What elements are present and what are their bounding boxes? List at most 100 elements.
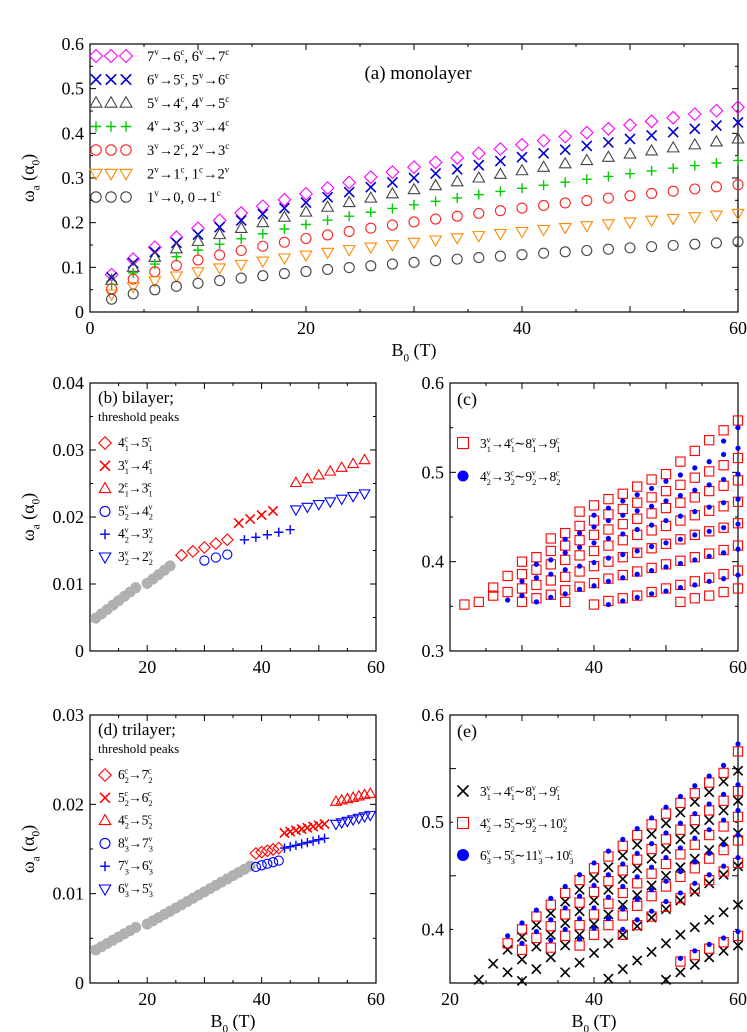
data-points: [459, 415, 744, 610]
data-point: [649, 503, 655, 509]
panel-subtitle: threshold peaks: [98, 409, 179, 424]
data-point: [675, 824, 686, 835]
data-point: [214, 239, 225, 250]
data-point: [428, 155, 443, 170]
data-point: [663, 478, 669, 484]
data-point: [574, 884, 585, 895]
data-point: [721, 935, 727, 941]
data-points: [90, 786, 377, 956]
data-point: [126, 252, 141, 267]
data-point: [580, 221, 594, 233]
panel-c: 40 60 0.3 0.4 0.5 0.6 (c) 31v​→41c​∼81v​→91c​ 42…: [422, 373, 747, 677]
data-point: [149, 284, 161, 296]
data-point: [588, 886, 600, 898]
data-point: [602, 243, 614, 255]
data-point: [516, 202, 528, 214]
data-point: [588, 500, 600, 511]
data-point: [646, 828, 657, 840]
data-point: [277, 210, 292, 222]
data-point: [603, 884, 614, 895]
data-point: [718, 821, 729, 832]
panel-title: (d) trilayer;: [98, 720, 176, 739]
data-point: [660, 834, 672, 845]
data-point: [234, 259, 248, 272]
data-point: [577, 530, 583, 536]
data-point: [365, 207, 376, 218]
data-point: [538, 147, 550, 159]
legend-label: 32v​→22v​: [118, 548, 153, 567]
data-point: [562, 550, 568, 556]
data-point: [277, 192, 292, 207]
legend-label: 73v​→63v​: [118, 858, 153, 877]
data-point: [646, 868, 657, 879]
data-point: [692, 859, 698, 865]
data-point: [732, 765, 744, 776]
data-point: [689, 492, 700, 503]
data-point: [358, 489, 371, 501]
data-point: [428, 178, 443, 191]
data-point: [692, 948, 698, 954]
data-point: [706, 528, 712, 534]
data-point: [706, 872, 712, 878]
data-point: [459, 599, 470, 610]
y-tick-label: 0.2: [62, 213, 85, 233]
data-point: [649, 543, 655, 550]
data-point: [285, 525, 295, 535]
data-point: [617, 963, 628, 975]
data-point: [560, 917, 571, 929]
data-point: [603, 493, 614, 505]
legend-marker: [99, 837, 111, 849]
data-point: [718, 586, 729, 598]
data-point: [127, 273, 139, 285]
legend-marker: [88, 48, 104, 64]
legend-marker: [98, 813, 112, 826]
data-point: [588, 918, 600, 930]
data-point: [732, 795, 744, 806]
legend-label: 63v​→53v​: [118, 880, 153, 899]
legend-label: 62c​→72c​: [118, 766, 153, 785]
data-point: [660, 502, 672, 514]
data-point: [289, 505, 303, 517]
x-tick-label: 40: [253, 989, 271, 1009]
data-point: [322, 263, 334, 276]
data-point: [560, 909, 571, 920]
data-point: [515, 163, 529, 176]
data-point: [257, 228, 268, 239]
data-point: [709, 210, 724, 223]
data-point: [688, 212, 702, 224]
data-point: [407, 237, 421, 250]
data-point: [214, 249, 226, 261]
data-point: [718, 907, 729, 918]
data-point: [289, 476, 303, 488]
data-point: [663, 498, 669, 504]
data-point: [632, 889, 643, 901]
panel-title: (a) monolayer: [364, 63, 472, 84]
data-point: [591, 559, 597, 566]
data-point: [689, 824, 700, 835]
data-point: [677, 492, 684, 499]
data-point: [603, 973, 614, 984]
data-point: [730, 100, 746, 115]
data-point: [581, 244, 593, 257]
data-point: [675, 849, 686, 860]
data-point: [233, 517, 244, 529]
data-point: [603, 938, 614, 949]
data-point: [735, 521, 741, 527]
data-point: [602, 192, 614, 204]
data-point: [533, 928, 540, 935]
data-point: [718, 776, 729, 787]
data-point: [677, 584, 684, 591]
panel-title: (e): [457, 721, 477, 742]
data-point: [212, 213, 227, 228]
data-point: [605, 578, 612, 584]
data-point: [256, 860, 267, 871]
data-point: [574, 906, 585, 917]
data-point: [710, 181, 722, 193]
data-point: [623, 146, 637, 159]
data-point: [239, 535, 250, 545]
data-point: [634, 492, 640, 498]
data-point: [620, 512, 626, 518]
data-point: [687, 107, 702, 122]
data-point: [668, 163, 679, 174]
data-point: [538, 180, 549, 191]
